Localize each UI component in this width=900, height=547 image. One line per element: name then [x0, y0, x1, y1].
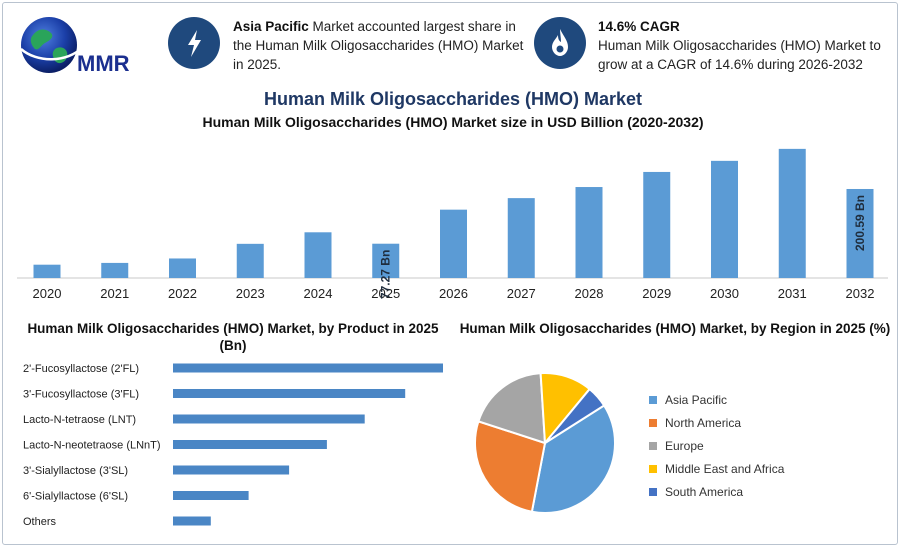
x-tick-2021: 2021 [100, 286, 129, 301]
x-tick-2031: 2031 [778, 286, 807, 301]
bar-2028 [575, 187, 603, 278]
region-pie-chart [474, 372, 616, 514]
pie-slice-north-america [474, 420, 547, 513]
bar-2027 [507, 198, 535, 278]
x-tick-2023: 2023 [236, 286, 265, 301]
legend-item: Europe [649, 434, 784, 457]
legend-label: Middle East and Africa [665, 461, 785, 476]
legend-item: Asia Pacific [649, 388, 784, 411]
product-label: Others [23, 516, 57, 528]
bar-value-label-2025: 77.27 Bn [379, 250, 393, 299]
legend-label: Europe [665, 438, 704, 453]
bar-value-label-2032: 200.59 Bn [853, 195, 867, 251]
bar-2023 [236, 243, 264, 278]
product-chart-title: Human Milk Oligosaccharides (HMO) Market… [27, 321, 439, 353]
legend-label: South America [665, 484, 744, 499]
product-label: Lacto-N-neotetraose (LNnT) [23, 440, 161, 452]
region-legend: Asia Pacific North America Europe Middle Ea… [649, 388, 784, 503]
legend-item: North America [649, 411, 784, 434]
product-bar [173, 363, 443, 373]
product-label: 6'-Sialyllactose (6'SL) [23, 491, 128, 503]
info2-text: Human Milk Oligosaccharides (HMO) Market… [598, 38, 881, 72]
legend-swatch [649, 464, 657, 473]
x-tick-2025: 2025 [371, 286, 400, 301]
product-label: Lacto-N-tetraose (LNT) [23, 414, 136, 426]
info-asia-pacific: Asia Pacific Market accounted largest sh… [233, 17, 528, 74]
bar-2031 [778, 148, 806, 278]
info1-bold: Asia Pacific [233, 19, 309, 34]
legend-swatch [649, 395, 657, 404]
logo-text: MMR [77, 51, 130, 76]
main-title: Human Milk Oligosaccharides (HMO) Market [263, 89, 643, 109]
bar-2022 [169, 258, 196, 278]
legend-label: Asia Pacific [665, 392, 728, 407]
product-bar [173, 491, 249, 500]
x-tick-2020: 2020 [33, 286, 62, 301]
product-bar [173, 414, 365, 424]
pie-slice-asia-pacific [530, 404, 616, 514]
product-bar-chart: 2'-Fucosyllactose (2'FL) 3'-Fucosyllactos… [23, 363, 443, 528]
x-tick-2029: 2029 [642, 286, 671, 301]
legend-swatch [649, 487, 657, 496]
main-subtitle: Human Milk Oligosaccharides (HMO) Market… [202, 114, 704, 130]
bar-2029 [643, 171, 671, 278]
x-tick-2026: 2026 [439, 286, 468, 301]
info1-text: Market accounted largest share in the Hu… [233, 19, 524, 72]
legend-label: North America [665, 415, 742, 430]
bar-2021 [101, 262, 129, 278]
info-cagr: 14.6% CAGR Human Milk Oligosaccharides (… [598, 17, 893, 74]
legend-item: Middle East and Africa [649, 457, 784, 480]
product-label: 2'-Fucosyllactose (2'FL) [23, 363, 139, 375]
legend-swatch [649, 418, 657, 427]
product-bar [173, 389, 406, 398]
x-tick-2027: 2027 [507, 286, 536, 301]
bar-2025 [372, 243, 400, 278]
bar-2020 [33, 264, 61, 278]
legend-item: South America [649, 480, 784, 503]
product-label: 3'-Fucosyllactose (3'FL) [23, 389, 139, 401]
x-tick-2024: 2024 [304, 286, 333, 301]
bar-2032 [846, 188, 874, 278]
lightning-icon [168, 17, 220, 69]
x-tick-2030: 2030 [710, 286, 739, 301]
flame-drop-icon [534, 17, 586, 69]
pie-slice-europe [477, 372, 547, 445]
product-label: 3'-Sialyllactose (3'SL) [23, 465, 128, 477]
info2-bold: 14.6% CAGR [598, 19, 680, 34]
product-bar [173, 465, 290, 475]
product-bar [173, 440, 327, 449]
x-tick-2022: 2022 [168, 286, 197, 301]
x-tick-2032: 2032 [846, 286, 875, 301]
legend-swatch [649, 441, 657, 450]
bar-2030 [711, 160, 738, 278]
mmr-logo: MMR [20, 17, 130, 76]
x-tick-2028: 2028 [575, 286, 604, 301]
product-bar [173, 516, 211, 526]
bar-2024 [304, 232, 332, 278]
region-chart-title: Human Milk Oligosaccharides (HMO) Market… [459, 321, 891, 336]
pie-slice-south-america [544, 387, 606, 444]
bar-2026 [440, 209, 467, 278]
